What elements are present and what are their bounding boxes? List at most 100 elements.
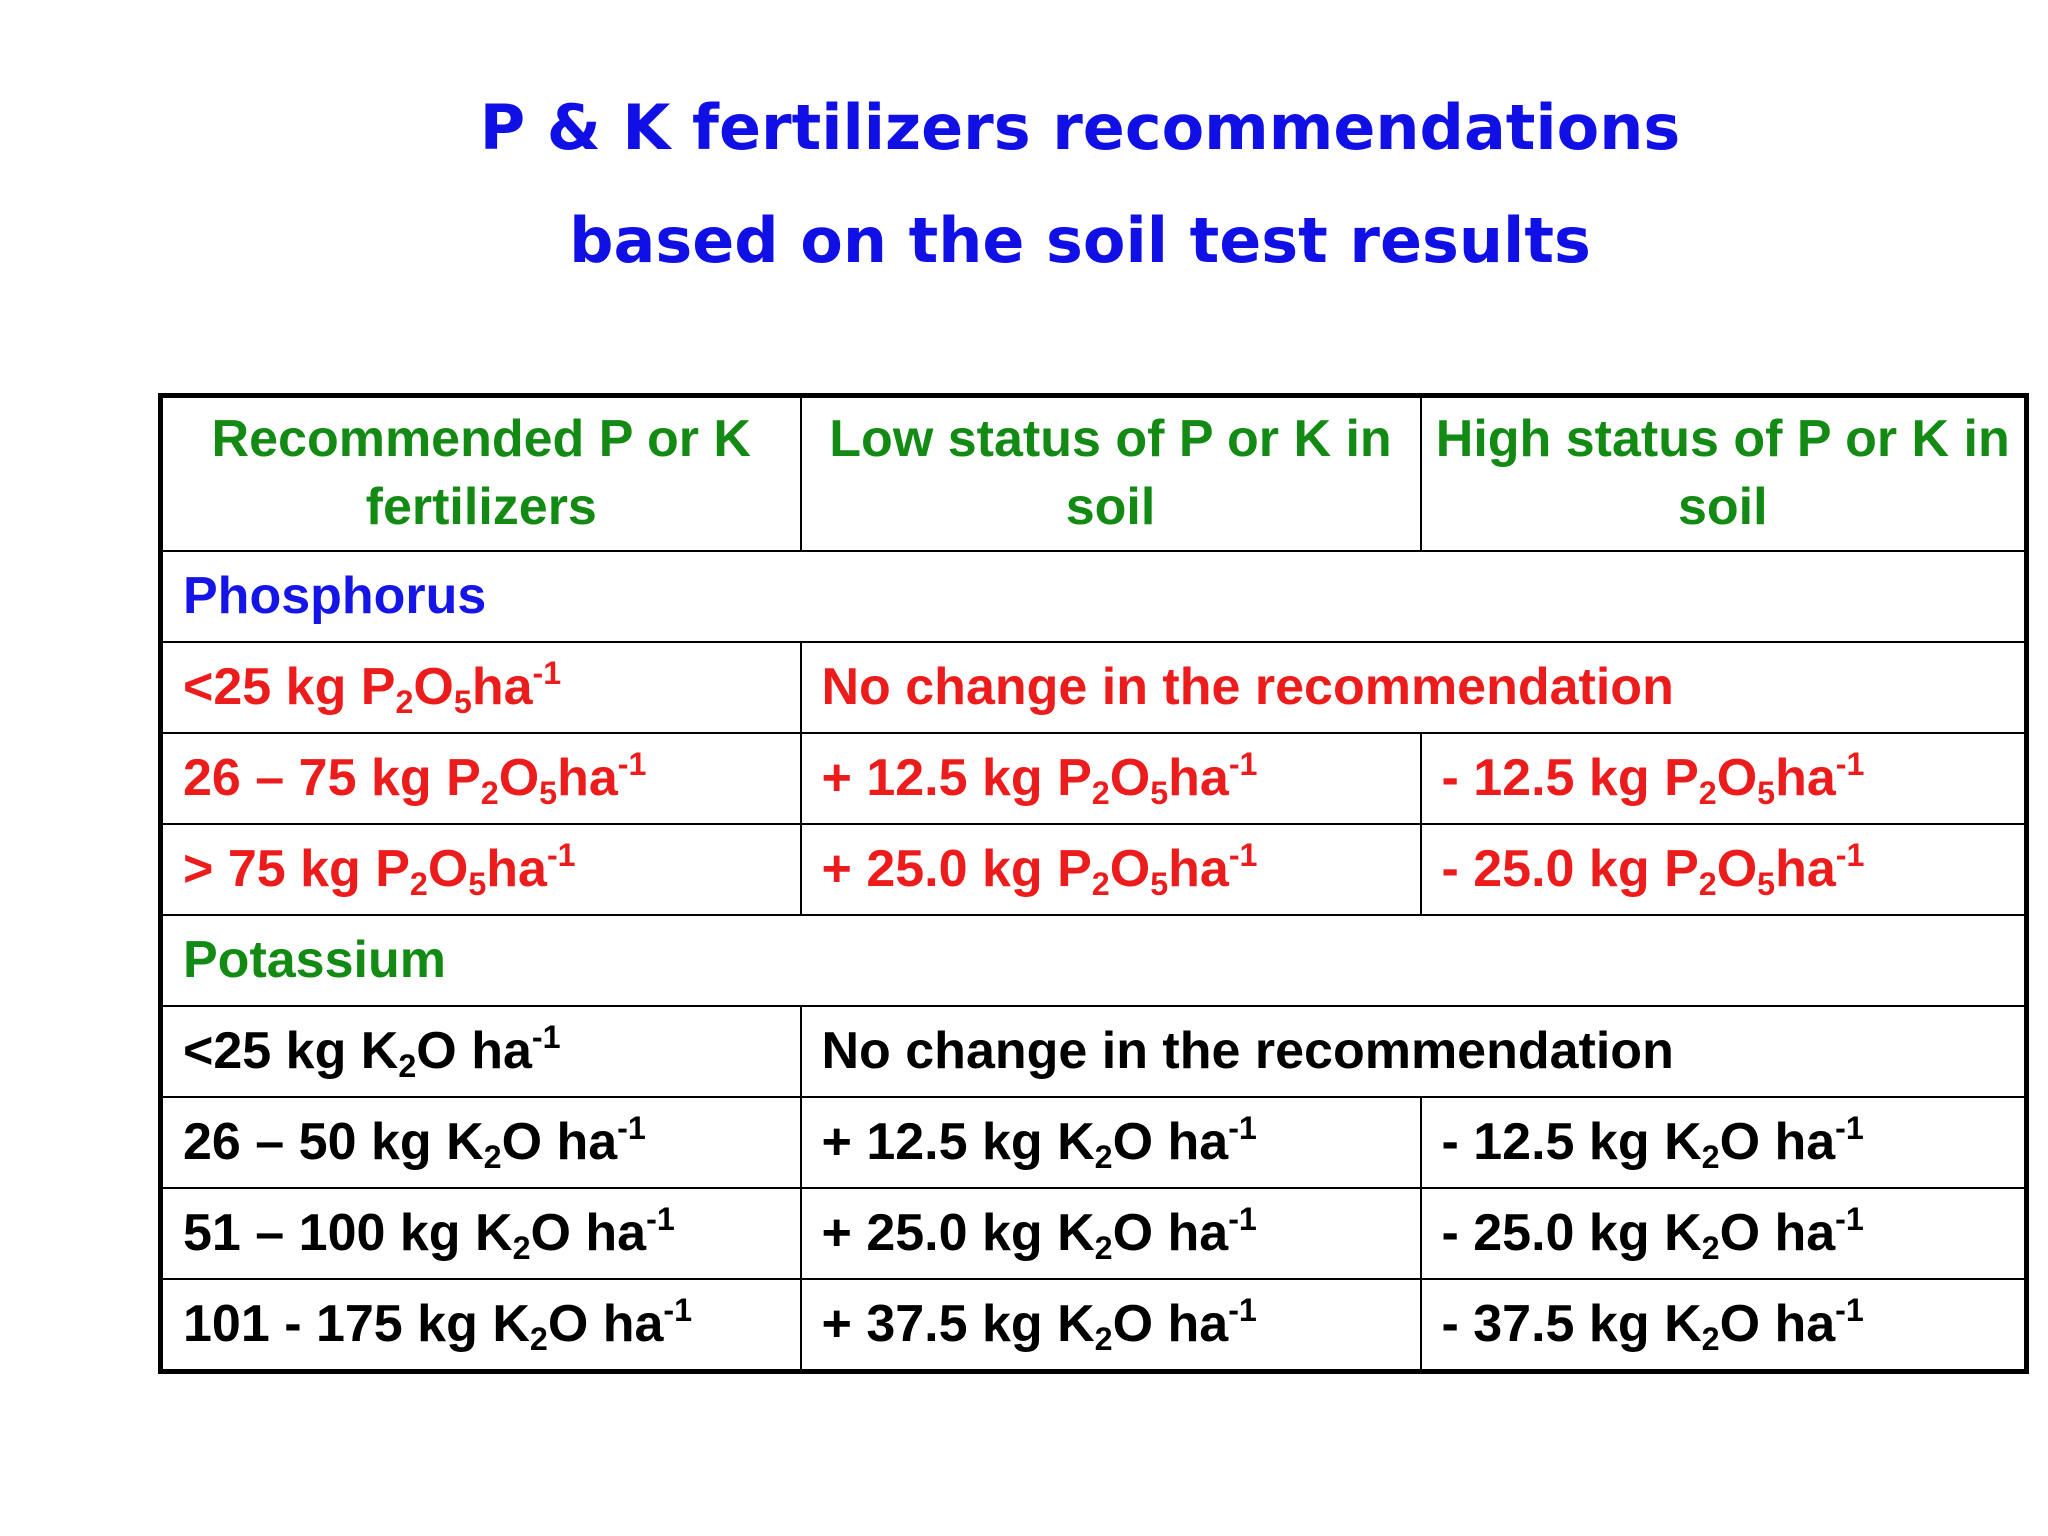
- exp: -1: [546, 837, 576, 874]
- sub-2: 2: [512, 1230, 531, 1267]
- unit-o: O: [1719, 1295, 1761, 1353]
- amount-text: - 37.5 kg: [1441, 1295, 1665, 1353]
- unit-o: O: [1716, 749, 1758, 807]
- p-low-cell: + 25.0 kg P2O5ha-1: [799, 823, 1422, 916]
- table-row: <25 kg P2O5ha-1 No change in the recomme…: [159, 641, 2028, 734]
- amount-text: - 12.5 kg: [1441, 749, 1665, 807]
- exp: -1: [1228, 746, 1258, 783]
- p-range-cell: 26 – 75 kg P2O5ha-1: [159, 732, 802, 825]
- unit-k: K: [360, 1022, 399, 1080]
- unit-k: K: [1057, 1204, 1095, 1262]
- unit-ha: ha: [486, 840, 547, 898]
- k-high-cell: - 25.0 kg K2O ha-1: [1419, 1187, 2028, 1280]
- sub-2: 2: [1701, 1139, 1720, 1176]
- header-row: Recommended P or K fertilizers Low statu…: [159, 394, 2028, 552]
- k-high-cell: - 12.5 kg K2O ha-1: [1419, 1096, 2028, 1189]
- unit-ha: ha: [588, 1295, 664, 1353]
- unit-o: O: [1719, 1113, 1761, 1171]
- sub-5: 5: [1150, 775, 1169, 812]
- sub-2: 2: [395, 684, 414, 721]
- unit-p: P: [1664, 840, 1699, 898]
- k-range-cell: 51 – 100 kg K2O ha-1: [159, 1187, 802, 1280]
- table-row: > 75 kg P2O5ha-1 + 25.0 kg P2O5ha-1 - 25…: [159, 823, 2028, 916]
- unit-p: P: [446, 749, 481, 807]
- sub-2: 2: [483, 1139, 502, 1176]
- header-low-status: Low status of P or K in soil: [799, 394, 1422, 552]
- exp: -1: [646, 1201, 675, 1238]
- unit-ha: ha: [1775, 840, 1836, 898]
- range-text: <25 kg: [183, 1022, 361, 1080]
- sub-2: 2: [1094, 1230, 1113, 1267]
- unit-o: O: [530, 1204, 571, 1262]
- fertilizer-table: Recommended P or K fertilizers Low statu…: [158, 393, 2029, 1374]
- sub-2: 2: [1698, 866, 1717, 903]
- section-label-phosphorus: Phosphorus: [159, 550, 2028, 643]
- amount-text: + 12.5 kg: [821, 1113, 1058, 1171]
- header-high-status: High status of P or K in soil: [1419, 394, 2028, 552]
- unit-k: K: [475, 1204, 513, 1262]
- amount-text: - 12.5 kg: [1441, 1113, 1665, 1171]
- unit-o: O: [1109, 840, 1151, 898]
- exp: -1: [1835, 746, 1865, 783]
- unit-p: P: [375, 840, 410, 898]
- exp: -1: [617, 746, 647, 783]
- unit-k: K: [1664, 1204, 1702, 1262]
- exp: -1: [617, 1110, 646, 1147]
- sub-2: 2: [1701, 1230, 1720, 1267]
- unit-ha: ha: [1760, 1204, 1836, 1262]
- sub-2: 2: [409, 866, 428, 903]
- unit-ha: ha: [1168, 749, 1229, 807]
- sub-2: 2: [529, 1321, 548, 1358]
- p-merged-cell: No change in the recommendation: [799, 641, 2028, 734]
- exp: -1: [1228, 1201, 1257, 1238]
- exp: -1: [1228, 837, 1258, 874]
- p-range-cell: > 75 kg P2O5ha-1: [159, 823, 802, 916]
- sub-2: 2: [1094, 1139, 1113, 1176]
- unit-ha: ha: [456, 1022, 532, 1080]
- exp: -1: [1228, 1292, 1257, 1329]
- exp: -1: [1228, 1110, 1257, 1147]
- k-merged-cell: No change in the recommendation: [799, 1005, 2028, 1098]
- sub-2: 2: [1094, 1321, 1113, 1358]
- range-text: 26 – 75 kg: [183, 749, 447, 807]
- exp: -1: [1835, 1201, 1864, 1238]
- unit-ha: ha: [1760, 1295, 1836, 1353]
- unit-k: K: [1057, 1113, 1095, 1171]
- table-row: 101 - 175 kg K2O ha-1 + 37.5 kg K2O ha-1…: [159, 1278, 2028, 1373]
- table-row: 26 – 50 kg K2O ha-1 + 12.5 kg K2O ha-1 -…: [159, 1096, 2028, 1189]
- unit-ha: ha: [570, 1204, 647, 1262]
- unit-p: P: [1057, 840, 1092, 898]
- unit-o: O: [1112, 1204, 1154, 1262]
- sub-2: 2: [480, 775, 499, 812]
- p-high-cell: - 12.5 kg P2O5ha-1: [1419, 732, 2028, 825]
- unit-k: K: [1057, 1295, 1095, 1353]
- k-low-cell: + 12.5 kg K2O ha-1: [799, 1096, 1422, 1189]
- range-text: <25 kg: [183, 658, 361, 716]
- unit-o: O: [498, 749, 540, 807]
- sub-2: 2: [1698, 775, 1717, 812]
- table-row: 51 – 100 kg K2O ha-1 + 25.0 kg K2O ha-1 …: [159, 1187, 2028, 1280]
- title-line-2: based on the soil test results: [569, 204, 1591, 277]
- amount-text: - 25.0 kg: [1441, 1204, 1665, 1262]
- unit-ha: ha: [557, 749, 618, 807]
- unit-ha: ha: [1153, 1295, 1229, 1353]
- exp: -1: [1835, 837, 1865, 874]
- unit-p: P: [1664, 749, 1699, 807]
- unit-ha: ha: [1775, 749, 1836, 807]
- unit-ha: ha: [542, 1113, 618, 1171]
- header-recommended: Recommended P or K fertilizers: [159, 394, 802, 552]
- unit-o: O: [1112, 1113, 1154, 1171]
- unit-k: K: [446, 1113, 484, 1171]
- unit-o: O: [1716, 840, 1758, 898]
- k-range-cell: 26 – 50 kg K2O ha-1: [159, 1096, 802, 1189]
- sub-5: 5: [1757, 775, 1776, 812]
- amount-text: + 25.0 kg: [821, 1204, 1058, 1262]
- unit-o: O: [1112, 1295, 1154, 1353]
- unit-o: O: [501, 1113, 543, 1171]
- table-row: 26 – 75 kg P2O5ha-1 + 12.5 kg P2O5ha-1 -…: [159, 732, 2028, 825]
- range-text: 101 - 175 kg: [183, 1295, 493, 1353]
- unit-ha: ha: [1760, 1113, 1836, 1171]
- p-low-cell: + 12.5 kg P2O5ha-1: [799, 732, 1422, 825]
- exp: -1: [1835, 1292, 1864, 1329]
- amount-text: + 37.5 kg: [821, 1295, 1058, 1353]
